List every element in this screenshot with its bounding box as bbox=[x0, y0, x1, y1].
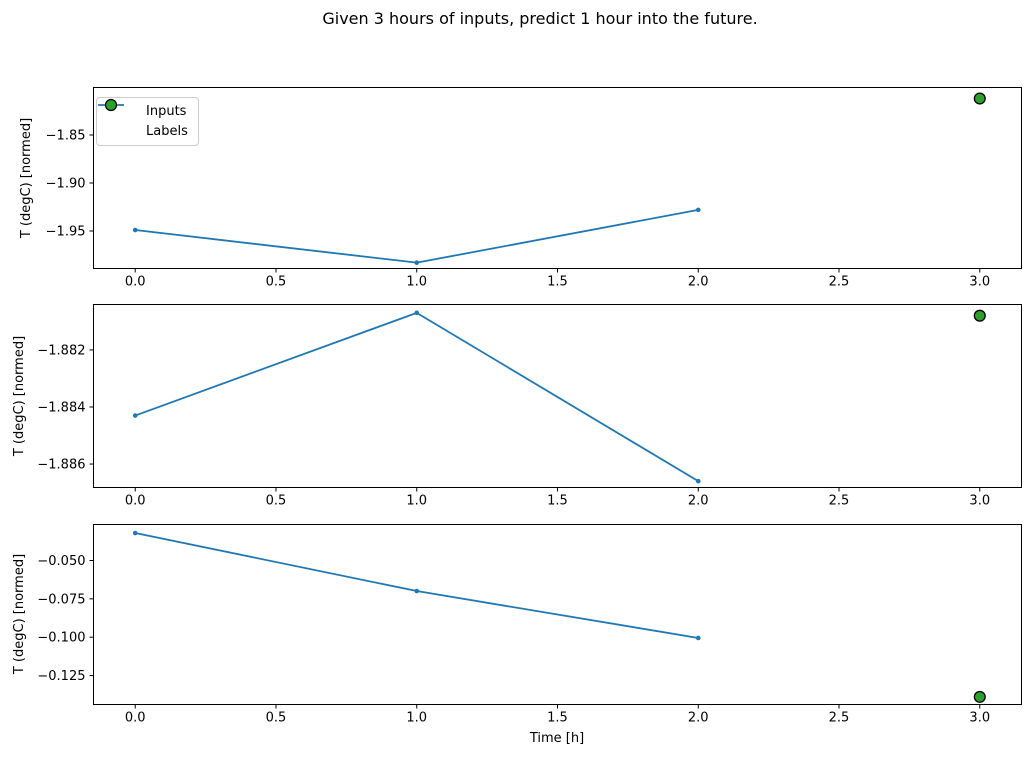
x-tick-label: 2.0 bbox=[688, 275, 709, 290]
labels-marker bbox=[973, 92, 986, 105]
x-tick-label: 2.0 bbox=[688, 494, 709, 509]
subplot-3: 0.0 0.5 1.0 1.5 2.0 2.5 3.0 −0.050 −0.075 −0.100 −… bbox=[37, 524, 1022, 726]
x-axis-label: Time [h] bbox=[529, 731, 585, 746]
inputs-marker bbox=[695, 635, 701, 641]
y-tick-label: −0.100 bbox=[37, 631, 85, 646]
y-axis-label-2: T (degC) [normed] bbox=[11, 335, 27, 457]
legend-entry-labels: Labels bbox=[104, 98, 188, 141]
y-tick-label: −1.884 bbox=[37, 400, 85, 415]
plot-area-1: 0.0 0.5 1.0 1.5 2.0 2.5 3.0 −1.85 −1.90 −1.95 bbox=[46, 87, 1022, 290]
green-circle-icon bbox=[104, 98, 132, 138]
plot-area-3: 0.0 0.5 1.0 1.5 2.0 2.5 3.0 −0.050 −0.075 −0.100 −… bbox=[37, 524, 1022, 726]
x-tick-label: 2.5 bbox=[829, 275, 850, 290]
legend-label-inputs: Inputs bbox=[146, 103, 187, 119]
x-tick-label: 0.0 bbox=[125, 494, 146, 509]
legend-label-labels: Labels bbox=[146, 123, 188, 139]
inputs-marker bbox=[132, 413, 138, 418]
inputs-marker bbox=[695, 478, 701, 484]
inputs-marker bbox=[414, 260, 420, 265]
x-tick-label: 1.0 bbox=[406, 711, 427, 726]
y-tick-label: −0.075 bbox=[37, 592, 85, 607]
y-tick-label: −0.125 bbox=[37, 669, 85, 684]
x-tick-label: 0.0 bbox=[125, 711, 146, 726]
y-tick-label: −1.90 bbox=[46, 176, 86, 191]
plot-area-2: 0.0 0.5 1.0 1.5 2.0 2.5 3.0 −1.882 −1.884 −1.886 bbox=[37, 304, 1022, 509]
x-tick-label: 0.0 bbox=[125, 275, 146, 290]
x-tick-label: 0.5 bbox=[266, 494, 287, 509]
x-tick-label: 0.5 bbox=[266, 275, 287, 290]
inputs-line bbox=[135, 532, 699, 639]
y-tick-label: −1.85 bbox=[46, 128, 86, 143]
x-tick-label: 1.0 bbox=[406, 494, 427, 509]
inputs-marker bbox=[695, 207, 701, 213]
x-tick-label: 1.5 bbox=[547, 275, 568, 290]
x-tick-label: 1.5 bbox=[547, 711, 568, 726]
labels-marker bbox=[973, 690, 986, 703]
x-tick-label: 2.0 bbox=[688, 711, 709, 726]
y-tick-label: −1.886 bbox=[37, 458, 85, 473]
legend: Inputs Labels bbox=[96, 97, 199, 146]
axes-border bbox=[93, 524, 1022, 705]
inputs-marker bbox=[414, 310, 420, 316]
y-tick-label: −1.882 bbox=[37, 343, 85, 358]
y-axis-label-1: T (degC) [normed] bbox=[18, 117, 34, 239]
x-tick-label: 1.0 bbox=[406, 275, 427, 290]
y-tick-label: −1.95 bbox=[46, 224, 86, 239]
x-tick-label: 2.5 bbox=[829, 494, 850, 509]
figure-title: Given 3 hours of inputs, predict 1 hour … bbox=[322, 9, 758, 28]
inputs-line bbox=[135, 208, 699, 264]
subplot-1: Inputs Labels 0.0 0.5 1.0 1.5 2.0 2.5 3.0 −1.85… bbox=[46, 87, 1022, 290]
inputs-marker bbox=[132, 530, 138, 536]
y-tick-label: −0.050 bbox=[37, 554, 85, 569]
x-tick-label: 3.0 bbox=[969, 275, 990, 290]
x-tick-label: 2.5 bbox=[829, 711, 850, 726]
axes-border bbox=[93, 304, 1022, 488]
x-tick-label: 3.0 bbox=[969, 711, 990, 726]
x-tick-label: 0.5 bbox=[266, 711, 287, 726]
inputs-marker bbox=[132, 227, 138, 233]
x-tick-label: 3.0 bbox=[969, 494, 990, 509]
inputs-marker bbox=[414, 588, 420, 594]
axes-border bbox=[93, 87, 1022, 269]
y-axis-label-3: T (degC) [normed] bbox=[11, 553, 27, 675]
x-tick-label: 1.5 bbox=[547, 494, 568, 509]
inputs-line bbox=[134, 311, 699, 482]
subplot-2: 0.0 0.5 1.0 1.5 2.0 2.5 3.0 −1.882 −1.884 −1.886 bbox=[37, 304, 1022, 509]
labels-marker bbox=[973, 309, 986, 322]
